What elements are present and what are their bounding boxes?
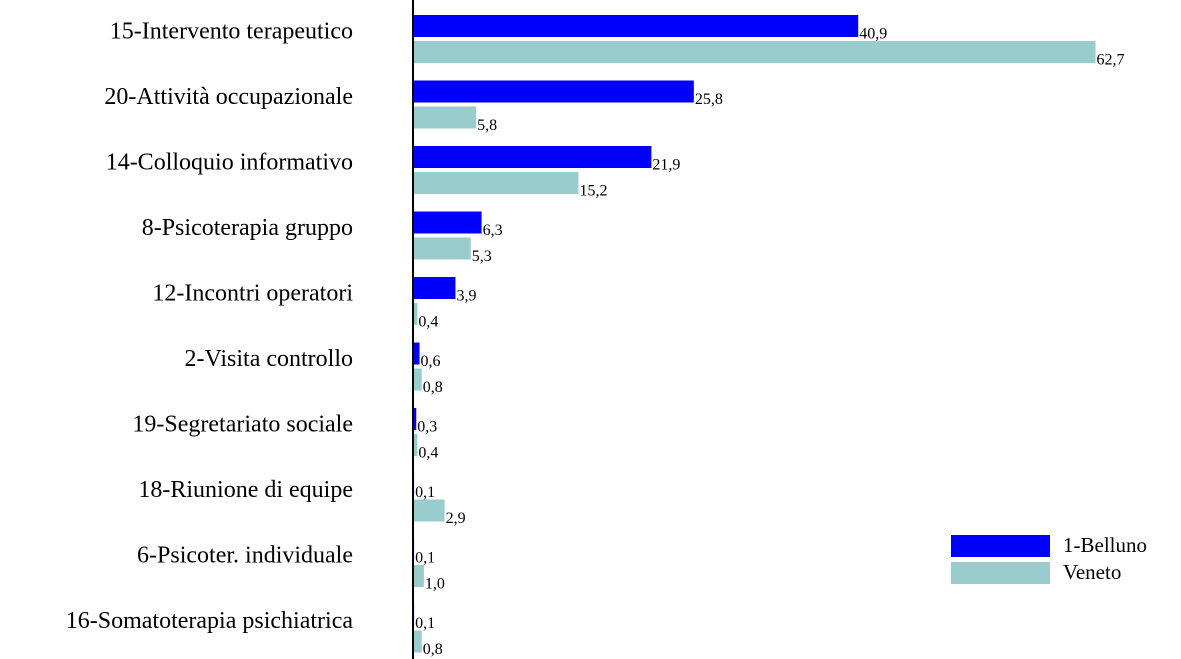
bar — [413, 434, 418, 456]
value-label: 0,8 — [423, 379, 443, 396]
category-label: 6-Psicoter. individuale — [137, 543, 353, 569]
bar — [413, 146, 652, 168]
category-label: 12-Incontri operatori — [152, 281, 353, 307]
bar — [413, 15, 859, 37]
value-label: 0,6 — [421, 353, 441, 370]
value-label: 5,3 — [472, 248, 492, 265]
value-label: 3,9 — [456, 288, 476, 305]
bar — [413, 106, 477, 129]
legend-swatch — [951, 562, 1050, 584]
category-label: 19-Segretariato sociale — [132, 412, 353, 438]
legend-swatch — [951, 535, 1050, 557]
category-label: 18-Riunione di equipe — [138, 477, 353, 503]
value-label: 21,9 — [652, 157, 680, 174]
value-label: 0,4 — [418, 445, 438, 462]
value-label: 5,8 — [477, 117, 497, 134]
value-label: 15,2 — [579, 183, 607, 200]
value-label: 40,9 — [859, 26, 887, 43]
value-label: 0,8 — [423, 641, 443, 658]
bar — [413, 303, 418, 325]
bar — [413, 172, 579, 194]
value-label: 25,8 — [695, 91, 723, 108]
category-label: 2-Visita controllo — [184, 346, 353, 372]
value-label: 0,3 — [417, 419, 437, 436]
bar — [413, 277, 456, 299]
category-label: 8-Psicoterapia gruppo — [142, 215, 353, 241]
value-label: 62,7 — [1097, 52, 1125, 69]
category-label: 15-Intervento terapeutico — [110, 19, 353, 45]
bar — [413, 237, 471, 260]
bar — [413, 368, 422, 391]
value-label: 0,1 — [415, 550, 435, 567]
legend-label: Veneto — [1063, 560, 1121, 584]
bar — [413, 342, 420, 365]
value-label: 6,3 — [483, 222, 503, 239]
value-label: 0,4 — [418, 314, 438, 331]
bar — [413, 80, 694, 103]
bar — [413, 499, 445, 522]
category-label: 16-Somatoterapia psichiatrica — [66, 608, 354, 634]
value-label: 0,1 — [415, 484, 435, 501]
bar — [413, 408, 417, 430]
value-label: 2,9 — [446, 510, 466, 527]
legend-label: 1-Belluno — [1063, 533, 1147, 557]
category-label: 14-Colloquio informativo — [106, 150, 353, 176]
bar — [413, 565, 424, 587]
category-label: 20-Attività occupazionale — [104, 84, 353, 110]
bar — [413, 630, 422, 653]
bar — [413, 41, 1096, 63]
value-label: 1,0 — [425, 576, 445, 593]
value-label: 0,1 — [415, 615, 435, 632]
bar — [413, 211, 482, 234]
